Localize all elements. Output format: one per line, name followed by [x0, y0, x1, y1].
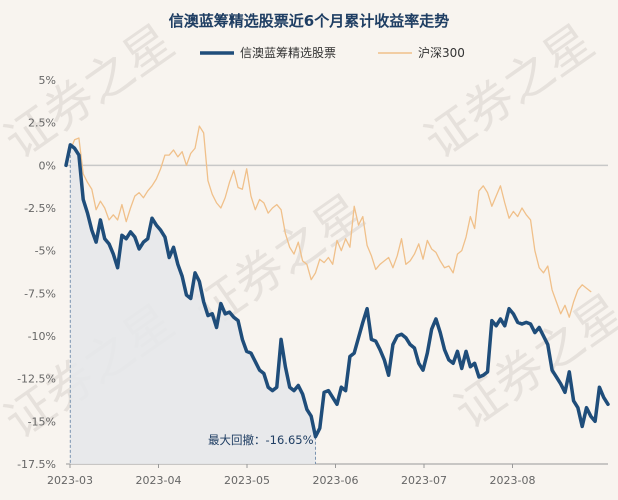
y-tick-label: -17.5% [17, 458, 56, 471]
chart-title: 信澳蓝筹精选股票近6个月累计收益率走势 [169, 12, 449, 30]
x-tick-label: 2023-05 [224, 474, 270, 487]
y-tick-label: -7.5% [24, 287, 56, 300]
x-axis: 2023-03 2023-04 2023-05 2023-06 2023-07 2023-… [47, 463, 608, 487]
max-drawdown-area [70, 144, 316, 464]
y-tick-label: -10% [28, 330, 56, 343]
watermark-text: 证券之星 [0, 14, 184, 170]
x-tick-label: 2023-03 [47, 474, 93, 487]
watermark-text: 证券之星 [415, 14, 604, 170]
y-tick-label: -5% [35, 245, 56, 258]
plot-area [64, 125, 610, 464]
y-tick-label: 5% [39, 74, 56, 87]
x-tick-label: 2023-04 [136, 474, 182, 487]
y-tick-label: 0% [39, 159, 56, 172]
legend-label-fund: 信澳蓝筹精选股票 [240, 46, 336, 60]
x-tick-label: 2023-08 [490, 474, 536, 487]
y-tick-label: 2.5% [28, 117, 56, 130]
legend: 信澳蓝筹精选股票 沪深300 [200, 46, 465, 60]
y-tick-label: -12.5% [17, 373, 56, 386]
y-axis: 5% 2.5% 0% -2.5% -5% -7.5% -10% -12.5% -15% -17.5… [17, 74, 56, 471]
max-drawdown-label: 最大回撤：-16.65% [208, 433, 314, 447]
x-tick-label: 2023-06 [313, 474, 359, 487]
y-tick-label: -15% [28, 415, 56, 428]
series-line-index [65, 125, 592, 318]
legend-label-index: 沪深300 [418, 46, 465, 60]
series-line-fund [64, 143, 610, 439]
y-tick-label: -2.5% [24, 202, 56, 215]
x-tick-label: 2023-07 [401, 474, 447, 487]
